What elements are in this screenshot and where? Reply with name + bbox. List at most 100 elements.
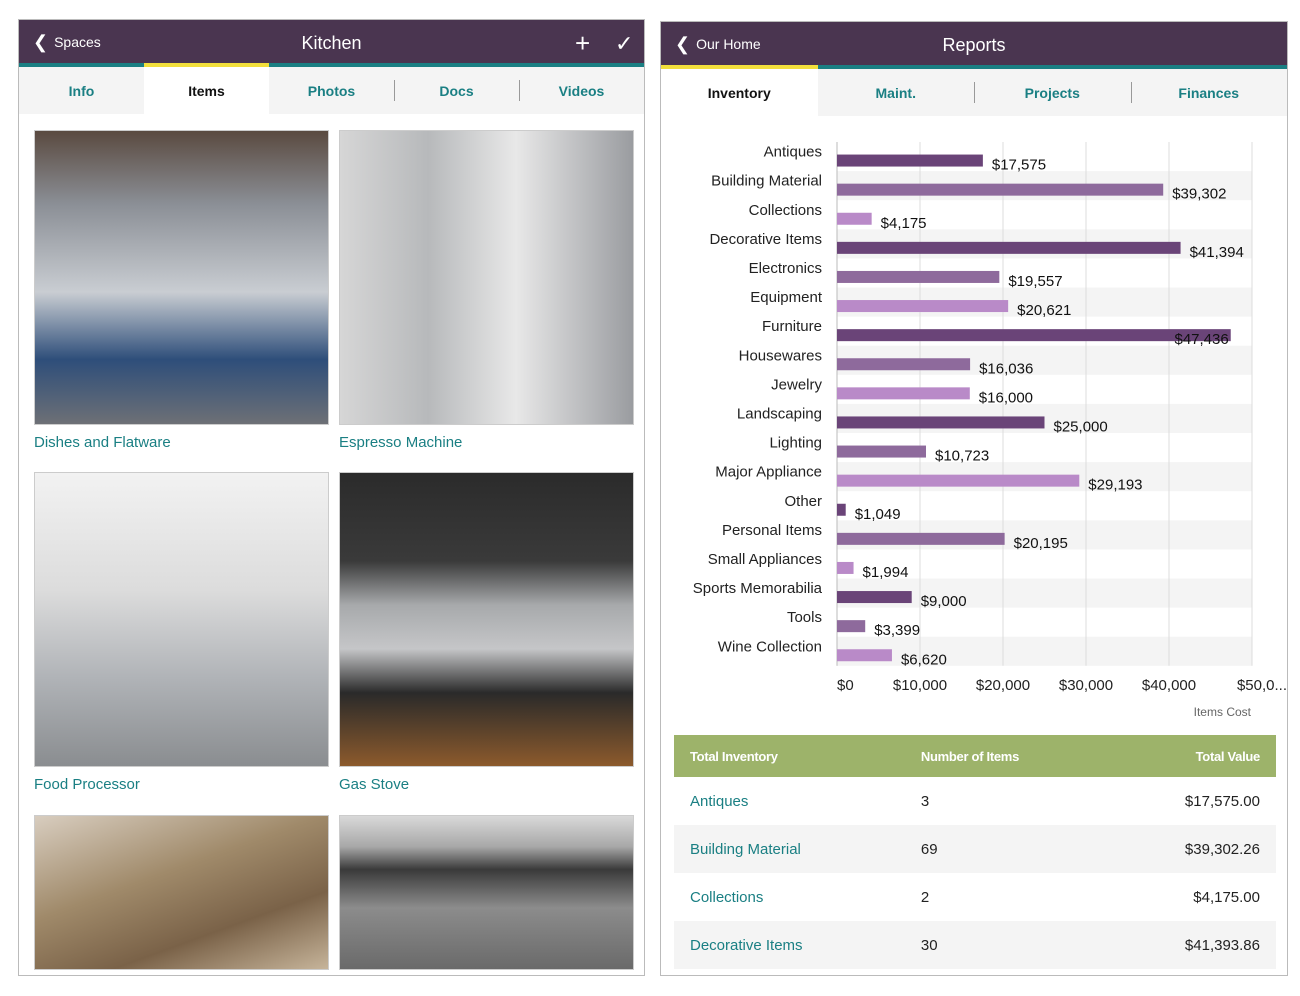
data-label: $41,394 xyxy=(1190,244,1244,261)
item-tile[interactable] xyxy=(34,815,329,970)
data-label: $20,621 xyxy=(1017,302,1071,319)
y-category-label: Sports Memorabilia xyxy=(693,580,823,597)
bar xyxy=(837,561,854,574)
col-number-of-items: Number of Items xyxy=(904,735,1105,777)
bar xyxy=(837,329,1231,342)
table-row[interactable]: Building Material 69 $39,302.26 xyxy=(674,825,1276,873)
y-category-label: Wine Collection xyxy=(718,638,822,655)
total-value: $39,302.26 xyxy=(1104,825,1276,873)
dishes-photo xyxy=(34,130,329,425)
data-label: $1,994 xyxy=(863,564,909,581)
table-row[interactable]: Decorative Items 30 $41,393.86 xyxy=(674,921,1276,969)
y-category-label: Housewares xyxy=(739,347,822,364)
data-label: $47,436 xyxy=(1174,331,1228,348)
reports-panel: ❮ Our Home Reports Inventory Maint. Proje… xyxy=(660,21,1288,976)
category-link[interactable]: Collections xyxy=(690,888,764,906)
item-tile[interactable]: Dishes and Flatware xyxy=(34,130,329,451)
tab-finances[interactable]: Finances xyxy=(1130,69,1288,116)
tab-photos[interactable]: Photos xyxy=(307,82,356,99)
data-label: $9,000 xyxy=(921,593,967,610)
category-link[interactable]: Decorative Items xyxy=(674,921,905,969)
x-tick-label: $30,000 xyxy=(1059,677,1113,694)
y-category-label: Furniture xyxy=(762,318,822,335)
bar xyxy=(837,474,1080,487)
kitchen-tabs: Info Items Photos Docs Videos xyxy=(19,63,644,114)
data-label: $4,175 xyxy=(881,215,927,232)
item-tile[interactable]: Food Processor xyxy=(34,472,329,793)
data-label: $16,036 xyxy=(979,360,1033,377)
category-link[interactable]: Antiques xyxy=(690,792,749,810)
chevron-left-icon: ❮ xyxy=(675,34,691,54)
x-tick-label: $20,000 xyxy=(976,677,1030,694)
data-label: $25,000 xyxy=(1054,418,1108,435)
bar xyxy=(837,300,1009,313)
back-to-our-home-button[interactable]: ❮ Our Home xyxy=(675,34,761,54)
category-link[interactable]: Building Material xyxy=(674,825,905,873)
data-label: $29,193 xyxy=(1088,477,1142,494)
y-category-label: Electronics xyxy=(749,260,822,277)
item-label: Food Processor xyxy=(34,776,140,793)
bar xyxy=(837,591,912,604)
bar xyxy=(837,154,983,167)
x-tick-label: $50,0... xyxy=(1237,677,1287,694)
bar xyxy=(837,416,1045,429)
y-category-label: Decorative Items xyxy=(709,231,822,248)
back-to-spaces-button[interactable]: ❮ Spaces xyxy=(33,32,101,52)
check-icon[interactable]: ✓ xyxy=(615,31,634,56)
tab-items[interactable]: Items xyxy=(144,63,269,114)
item-tile[interactable] xyxy=(339,815,634,970)
item-count: 3 xyxy=(920,792,930,810)
y-category-label: Landscaping xyxy=(737,405,822,422)
item-count: 2 xyxy=(920,888,930,906)
bar xyxy=(837,503,846,516)
item-tile[interactable]: Espresso Machine xyxy=(339,130,634,451)
kitchen-panel: ❮ Spaces Kitchen + ✓ Info Items Photos Do… xyxy=(18,19,645,976)
total-value: $4,175.00 xyxy=(1193,888,1260,906)
y-category-label: Jewelry xyxy=(771,376,822,393)
item-tile[interactable]: Gas Stove xyxy=(339,472,634,793)
x-tick-label: $0 xyxy=(837,677,854,694)
chevron-left-icon: ❮ xyxy=(33,32,49,52)
item-count: 69 xyxy=(904,825,1105,873)
total-value: $41,393.86 xyxy=(1104,921,1276,969)
x-tick-label: $40,000 xyxy=(1142,677,1196,694)
tab-docs[interactable]: Docs xyxy=(394,67,519,114)
table-row[interactable]: Collections 2 $4,175.00 xyxy=(674,873,1276,921)
bar xyxy=(837,649,892,662)
back-label: Our Home xyxy=(696,36,761,52)
inventory-table: Total Inventory Number of Items Total Va… xyxy=(674,735,1276,969)
food-processor-photo xyxy=(34,472,329,767)
data-label: $17,575 xyxy=(992,157,1046,174)
data-label: $3,399 xyxy=(874,622,920,639)
bar xyxy=(837,183,1164,196)
bar xyxy=(837,620,866,633)
col-total-inventory: Total Inventory xyxy=(674,735,905,777)
bar xyxy=(837,241,1181,254)
espresso-machine-photo xyxy=(339,130,634,425)
page-title: Kitchen xyxy=(301,33,362,53)
data-label: $10,723 xyxy=(935,448,989,465)
back-label: Spaces xyxy=(54,34,101,50)
tab-projects[interactable]: Projects xyxy=(974,69,1131,116)
countertop-photo xyxy=(34,815,329,970)
tab-inventory[interactable]: Inventory xyxy=(661,65,818,116)
data-label: $19,557 xyxy=(1008,273,1062,290)
inventory-bar-chart: $0 $10,000 $20,000 $30,000 $40,000 $50,0... An… xyxy=(693,142,1287,719)
y-category-label: Collections xyxy=(749,202,822,219)
microwave-photo xyxy=(339,815,634,970)
bar xyxy=(837,445,927,458)
tab-videos[interactable]: Videos xyxy=(519,67,644,114)
bar xyxy=(837,387,970,400)
kitchen-header: ❮ Spaces Kitchen + ✓ xyxy=(19,20,644,67)
table-row[interactable]: Antiques 3 $17,575.00 xyxy=(674,777,1276,825)
y-category-label: Major Appliance xyxy=(715,464,822,481)
plus-icon[interactable]: + xyxy=(575,28,591,58)
y-category-label: Personal Items xyxy=(722,522,822,539)
item-label: Gas Stove xyxy=(339,776,410,793)
data-label: $16,000 xyxy=(979,389,1033,406)
tab-maint[interactable]: Maint. xyxy=(875,84,916,101)
data-label: $39,302 xyxy=(1172,186,1226,203)
bar xyxy=(837,270,1000,283)
data-label: $1,049 xyxy=(855,506,901,523)
tab-info[interactable]: Info xyxy=(68,82,95,99)
